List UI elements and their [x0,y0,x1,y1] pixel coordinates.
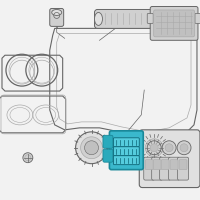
FancyBboxPatch shape [179,160,187,170]
FancyBboxPatch shape [113,156,139,165]
FancyBboxPatch shape [139,130,200,188]
FancyBboxPatch shape [113,138,139,147]
Circle shape [81,137,102,159]
FancyBboxPatch shape [161,160,169,170]
Circle shape [177,141,191,155]
FancyBboxPatch shape [178,157,189,180]
Ellipse shape [95,12,102,25]
Circle shape [76,132,107,164]
FancyBboxPatch shape [154,10,194,37]
Ellipse shape [52,9,62,15]
FancyBboxPatch shape [145,160,153,170]
FancyBboxPatch shape [170,160,178,170]
FancyBboxPatch shape [169,157,180,180]
FancyBboxPatch shape [144,157,155,180]
FancyBboxPatch shape [147,13,153,23]
FancyBboxPatch shape [150,6,198,40]
FancyBboxPatch shape [195,13,200,23]
Circle shape [150,144,158,152]
Circle shape [145,139,163,157]
Circle shape [165,144,173,152]
Circle shape [85,141,98,155]
FancyBboxPatch shape [153,160,161,170]
Circle shape [23,153,33,163]
FancyBboxPatch shape [160,157,171,180]
FancyBboxPatch shape [103,135,113,148]
FancyBboxPatch shape [103,149,113,162]
Circle shape [162,141,176,155]
Circle shape [141,135,167,161]
Circle shape [180,144,188,152]
FancyBboxPatch shape [95,9,152,28]
FancyBboxPatch shape [152,157,163,180]
FancyBboxPatch shape [113,147,139,156]
FancyBboxPatch shape [109,131,143,170]
Circle shape [147,141,161,155]
FancyBboxPatch shape [50,8,64,26]
